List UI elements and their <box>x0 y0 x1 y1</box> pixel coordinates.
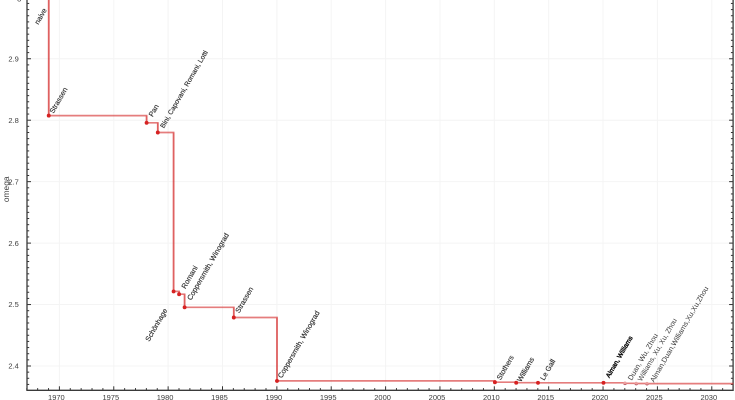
svg-text:1985: 1985 <box>211 393 228 400</box>
svg-text:2.7: 2.7 <box>8 177 18 186</box>
svg-text:2010: 2010 <box>483 393 500 400</box>
svg-text:2.6: 2.6 <box>8 239 18 248</box>
svg-text:2.9: 2.9 <box>8 54 18 63</box>
svg-text:1995: 1995 <box>320 393 337 400</box>
svg-text:2025: 2025 <box>646 393 663 400</box>
svg-text:3: 3 <box>17 0 21 4</box>
svg-text:2.5: 2.5 <box>8 300 18 309</box>
svg-text:2030: 2030 <box>700 393 717 400</box>
svg-text:2020: 2020 <box>592 393 609 400</box>
svg-text:2015: 2015 <box>537 393 554 400</box>
svg-text:2000: 2000 <box>374 393 391 400</box>
svg-text:2.8: 2.8 <box>8 116 18 125</box>
svg-text:1970: 1970 <box>48 393 65 400</box>
svg-text:1990: 1990 <box>266 393 283 400</box>
svg-text:2.4: 2.4 <box>8 362 18 371</box>
svg-text:omega: omega <box>1 176 11 202</box>
svg-text:1975: 1975 <box>102 393 119 400</box>
svg-text:1980: 1980 <box>157 393 174 400</box>
svg-text:2005: 2005 <box>429 393 446 400</box>
